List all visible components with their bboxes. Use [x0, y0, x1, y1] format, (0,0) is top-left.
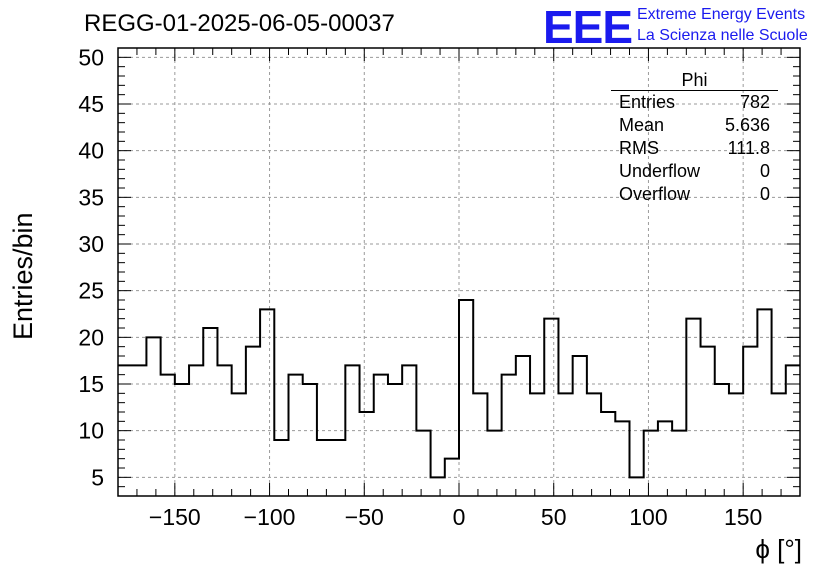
stats-box-title: Phi: [611, 70, 778, 91]
histogram-bin: [402, 365, 416, 496]
eee-logo: EEE: [543, 1, 633, 53]
y-tick-label: 25: [78, 278, 104, 304]
histogram-bin: [260, 309, 274, 496]
logo-caption: Extreme Energy Events La Scienza nelle S…: [637, 4, 808, 46]
logo-line-1: Extreme Energy Events: [637, 6, 806, 23]
histogram-bin: [587, 393, 601, 496]
histogram-bin: [487, 431, 501, 496]
histogram-bin: [558, 393, 572, 496]
x-tick-label: 100: [629, 504, 667, 530]
histogram-bin: [175, 384, 189, 496]
stats-label: Entries: [619, 92, 676, 112]
x-tick-label: 50: [541, 504, 567, 530]
histogram-bin: [431, 477, 445, 496]
histogram-bin: [516, 356, 530, 496]
histogram-bin: [601, 412, 615, 496]
stats-label: RMS: [619, 138, 659, 158]
histogram-bin: [189, 365, 203, 496]
histogram-bin: [772, 393, 786, 496]
y-tick-label: 5: [91, 464, 104, 490]
histogram-bin: [289, 375, 303, 496]
stats-value: 0: [759, 184, 770, 204]
histogram-bin: [786, 365, 800, 496]
histogram-bin: [345, 365, 359, 496]
x-tick-label: −50: [345, 504, 384, 530]
histogram-bin: [246, 347, 260, 496]
histogram-bin: [686, 319, 700, 496]
stats-value: 782: [739, 92, 770, 112]
histogram-bin: [715, 384, 729, 496]
histogram-bin: [757, 309, 771, 496]
histogram-bin: [203, 328, 217, 496]
histogram-bin: [146, 337, 160, 496]
histogram-outline: [118, 299, 800, 479]
stats-label: Overflow: [619, 184, 691, 204]
histogram-bin: [360, 412, 374, 496]
histogram-bin: [502, 375, 516, 496]
stats-label: Underflow: [619, 161, 701, 181]
histogram-bin: [132, 365, 146, 496]
histogram-bin: [232, 393, 246, 496]
stats-row-rms: RMS 111.8: [611, 137, 778, 160]
histogram-bin: [701, 347, 715, 496]
histogram-bin: [388, 384, 402, 496]
histogram-bin: [374, 375, 388, 496]
histogram-bin: [615, 421, 629, 496]
histogram-bin: [544, 319, 558, 496]
stats-box: Phi Entries 782 Mean 5.636 RMS 111.8 Und…: [611, 70, 778, 206]
histogram-bin: [672, 431, 686, 496]
histogram-bin: [317, 440, 331, 496]
stats-value: 111.8: [727, 138, 770, 158]
histogram-bin: [630, 477, 644, 496]
y-tick-label: 15: [78, 371, 104, 397]
histogram-bin: [573, 356, 587, 496]
y-tick-label: 40: [78, 138, 104, 164]
x-tick-label: −150: [149, 504, 201, 530]
histogram-bin: [118, 365, 132, 496]
histogram-bin: [473, 393, 487, 496]
stats-row-mean: Mean 5.636: [611, 114, 778, 137]
y-tick-label: 50: [78, 44, 104, 70]
y-tick-label: 10: [78, 418, 104, 444]
stats-row-overflow: Overflow 0: [611, 183, 778, 206]
histogram-bin: [274, 440, 288, 496]
histogram-bin: [644, 431, 658, 496]
histogram-bin: [658, 421, 672, 496]
stats-row-underflow: Underflow 0: [611, 160, 778, 183]
y-tick-label: 20: [78, 324, 104, 350]
y-axis-label: Entries/bin: [8, 212, 38, 340]
stats-value: 0: [759, 161, 770, 181]
histogram-bin: [445, 459, 459, 496]
y-tick-label: 30: [78, 231, 104, 257]
histogram-bin: [331, 440, 345, 496]
chart-title: REGG-01-2025-06-05-00037: [84, 10, 395, 37]
histogram-bin: [217, 365, 231, 496]
logo-line-2: La Scienza nelle Scuole: [637, 27, 808, 44]
x-tick-label: 150: [724, 504, 762, 530]
y-tick-label: 45: [78, 91, 104, 117]
histogram-bin: [530, 393, 544, 496]
histogram-bin: [743, 347, 757, 496]
histogram-bin: [729, 393, 743, 496]
histogram-bin: [303, 384, 317, 496]
x-axis-label: ϕ [°]: [755, 534, 802, 564]
y-tick-label: 35: [78, 184, 104, 210]
histogram-bin: [161, 375, 175, 496]
stats-value: 5.636: [724, 115, 770, 135]
stats-label: Mean: [619, 115, 665, 135]
histogram-bin: [416, 431, 430, 496]
stats-row-entries: Entries 782: [611, 91, 778, 114]
histogram-bin: [459, 300, 473, 496]
x-tick-label: 0: [453, 504, 466, 530]
x-tick-label: −100: [244, 504, 296, 530]
